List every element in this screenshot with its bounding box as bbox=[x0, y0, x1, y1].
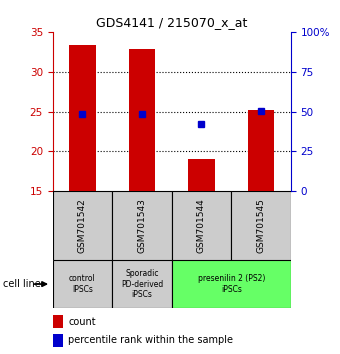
Bar bbox=[129, 48, 155, 191]
Bar bbox=[53, 260, 112, 308]
Text: count: count bbox=[68, 317, 96, 327]
Bar bbox=[172, 260, 291, 308]
Bar bbox=[69, 45, 96, 191]
Text: control
IPSCs: control IPSCs bbox=[69, 274, 96, 294]
Text: Sporadic
PD-derived
iPSCs: Sporadic PD-derived iPSCs bbox=[121, 269, 163, 299]
Bar bbox=[112, 191, 172, 260]
Bar bbox=[231, 191, 291, 260]
Text: GSM701542: GSM701542 bbox=[78, 198, 87, 253]
Bar bbox=[53, 334, 63, 347]
Bar bbox=[53, 315, 63, 328]
Bar bbox=[53, 191, 112, 260]
Text: GSM701545: GSM701545 bbox=[256, 198, 266, 253]
Bar bbox=[172, 191, 231, 260]
Text: cell line: cell line bbox=[3, 279, 41, 289]
Text: percentile rank within the sample: percentile rank within the sample bbox=[68, 335, 233, 346]
Bar bbox=[112, 260, 172, 308]
Text: GSM701544: GSM701544 bbox=[197, 198, 206, 253]
Text: GSM701543: GSM701543 bbox=[137, 198, 147, 253]
Text: presenilin 2 (PS2)
iPSCs: presenilin 2 (PS2) iPSCs bbox=[198, 274, 265, 294]
Title: GDS4141 / 215070_x_at: GDS4141 / 215070_x_at bbox=[96, 16, 248, 29]
Bar bbox=[248, 110, 274, 191]
Bar bbox=[188, 159, 215, 191]
